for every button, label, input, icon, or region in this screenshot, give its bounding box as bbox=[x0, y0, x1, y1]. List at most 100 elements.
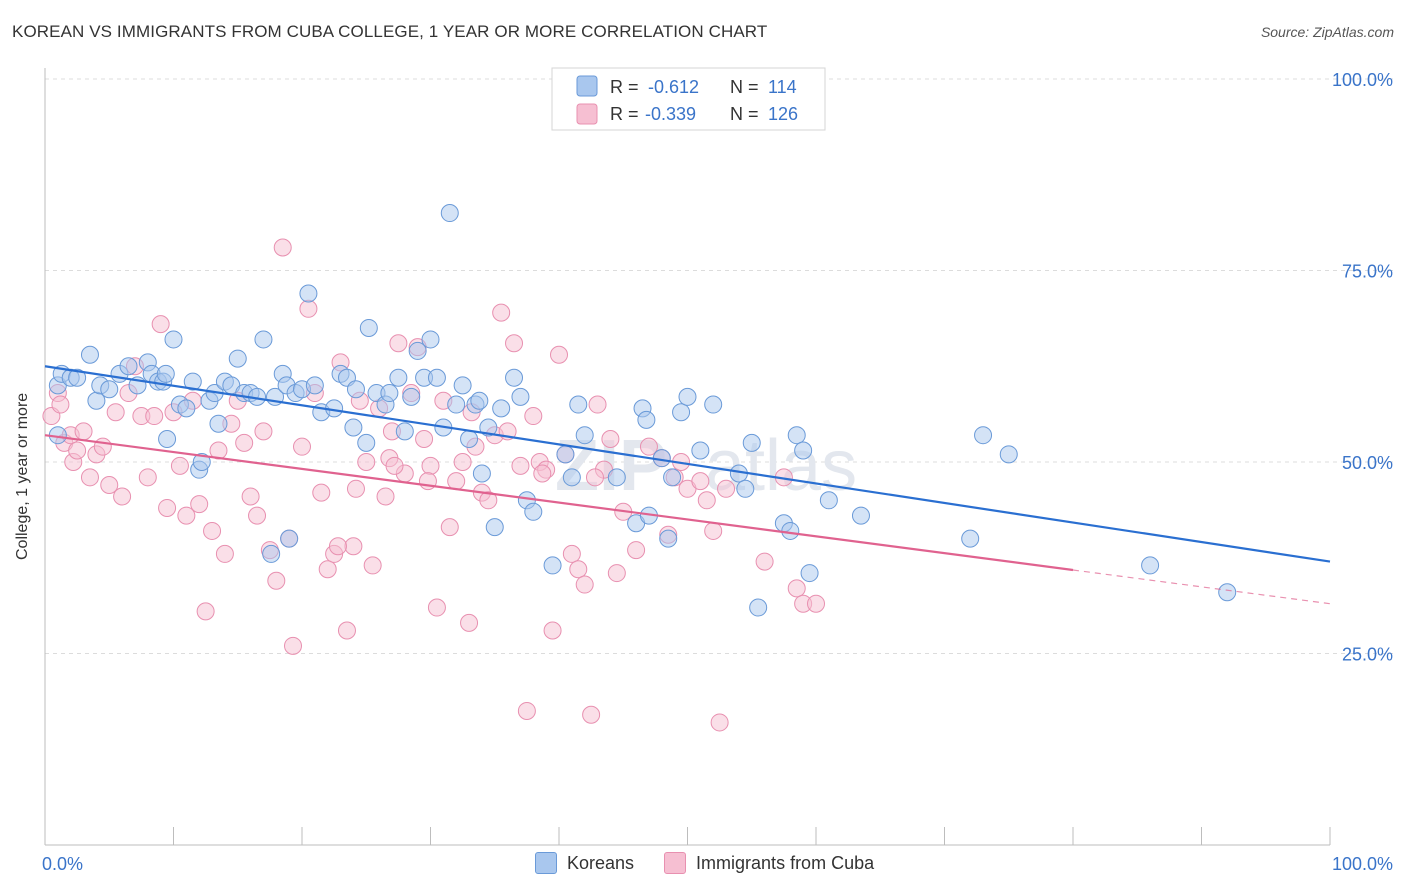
axes bbox=[44, 68, 1331, 846]
x-tick-label-max: 100.0% bbox=[1332, 854, 1393, 874]
x-tick-label-min: 0.0% bbox=[42, 854, 83, 874]
korean-point bbox=[395, 422, 414, 441]
cuba-point bbox=[106, 403, 125, 422]
korean-point bbox=[678, 387, 697, 406]
korean-point bbox=[156, 364, 175, 383]
korean-point bbox=[556, 445, 575, 464]
cuba-point bbox=[68, 441, 87, 460]
korean-point bbox=[68, 368, 87, 387]
cuba-point bbox=[357, 453, 376, 471]
korean-point bbox=[672, 403, 691, 422]
korean-point bbox=[164, 330, 183, 349]
cuba-point bbox=[318, 560, 337, 579]
cuba-point bbox=[704, 521, 723, 540]
gridlines bbox=[45, 78, 1395, 654]
legend-r-label: R = bbox=[610, 104, 639, 124]
korean-point bbox=[479, 418, 498, 437]
y-tick-label: 50.0% bbox=[1342, 453, 1393, 473]
korean-point bbox=[659, 529, 678, 548]
korean-point bbox=[192, 453, 211, 471]
cuba-point bbox=[254, 422, 273, 441]
korean-point bbox=[421, 330, 440, 349]
korean-point bbox=[851, 506, 870, 525]
cuba-point bbox=[691, 472, 710, 491]
korean-point bbox=[389, 368, 408, 387]
cuba-point bbox=[717, 479, 736, 498]
cuba-point bbox=[639, 437, 658, 456]
cuba-point bbox=[346, 479, 365, 498]
korean-point bbox=[663, 468, 682, 487]
cuba-point bbox=[293, 437, 311, 456]
korean-point bbox=[575, 426, 594, 445]
cuba-point bbox=[627, 541, 646, 560]
cuba-point bbox=[299, 299, 318, 318]
trend-line-cuba-extension bbox=[1072, 569, 1331, 605]
korean-point bbox=[543, 556, 562, 575]
cuba-point bbox=[607, 564, 626, 583]
legend-n-label: N = bbox=[730, 77, 759, 97]
cuba-point bbox=[575, 575, 594, 594]
korean-point bbox=[470, 391, 489, 410]
cuba-point bbox=[492, 303, 511, 322]
korean-point bbox=[177, 399, 196, 418]
korean-point bbox=[453, 376, 472, 395]
cuba-point bbox=[158, 498, 177, 517]
bottom-legend-item-cuba: Immigrants from Cuba bbox=[664, 852, 874, 874]
legend-n-cuba: 126 bbox=[768, 104, 798, 124]
y-tick-label: 75.0% bbox=[1342, 262, 1393, 282]
korean-point bbox=[346, 380, 365, 399]
korean-point bbox=[524, 502, 543, 521]
cuba-point bbox=[550, 345, 568, 364]
legend-r-cuba: -0.339 bbox=[645, 104, 696, 124]
cuba-point bbox=[479, 491, 498, 510]
bottom-legend-swatch-cuba bbox=[664, 852, 687, 874]
cuba-point bbox=[505, 334, 524, 353]
korean-point bbox=[569, 395, 588, 414]
cuba-point bbox=[203, 521, 222, 540]
korean-point bbox=[562, 468, 581, 487]
cuba-point bbox=[196, 602, 215, 621]
korean-point bbox=[749, 598, 768, 617]
korean-point bbox=[472, 464, 491, 483]
cuba-point bbox=[235, 433, 254, 452]
korean-point bbox=[100, 380, 119, 399]
tick-labels: 25.0% 50.0% 75.0% 100.0% 0.0% 100.0% bbox=[42, 70, 1393, 874]
cuba-point bbox=[241, 487, 260, 506]
korean-point bbox=[736, 479, 755, 498]
cuba-point bbox=[248, 506, 267, 525]
korean-point bbox=[254, 330, 273, 349]
cuba-point bbox=[177, 506, 196, 525]
cuba-point bbox=[517, 701, 536, 720]
cuba-point bbox=[337, 621, 356, 640]
cuba-point bbox=[562, 544, 581, 563]
korean-point bbox=[1141, 556, 1160, 575]
cuba-point bbox=[215, 544, 234, 563]
cuba-point bbox=[543, 621, 562, 640]
cuba-point bbox=[385, 456, 404, 475]
cuba-point bbox=[267, 571, 286, 590]
korean-point bbox=[344, 418, 363, 437]
cuba-point bbox=[344, 537, 363, 556]
cuba-point bbox=[376, 487, 395, 506]
korean-point bbox=[961, 529, 980, 548]
y-tick-label: 25.0% bbox=[1342, 645, 1393, 665]
korean-point bbox=[492, 399, 511, 418]
korean-point bbox=[819, 491, 838, 510]
cuba-point bbox=[74, 422, 93, 441]
korean-point bbox=[794, 441, 813, 460]
korean-point bbox=[999, 445, 1018, 464]
cuba-point bbox=[312, 483, 331, 502]
cuba-point bbox=[807, 594, 825, 613]
korean-point bbox=[800, 564, 819, 583]
cuba-point bbox=[601, 430, 620, 449]
korean-point bbox=[299, 284, 318, 303]
legend-n-label: N = bbox=[730, 104, 759, 124]
series-cuba-points bbox=[42, 238, 825, 732]
cuba-point bbox=[284, 636, 303, 655]
cuba-point bbox=[415, 430, 434, 449]
korean-point bbox=[704, 395, 723, 414]
source-note: Source: ZipAtlas.com bbox=[1260, 24, 1394, 40]
korean-point bbox=[359, 318, 378, 337]
korean-point bbox=[742, 433, 761, 452]
korean-point bbox=[280, 529, 299, 548]
